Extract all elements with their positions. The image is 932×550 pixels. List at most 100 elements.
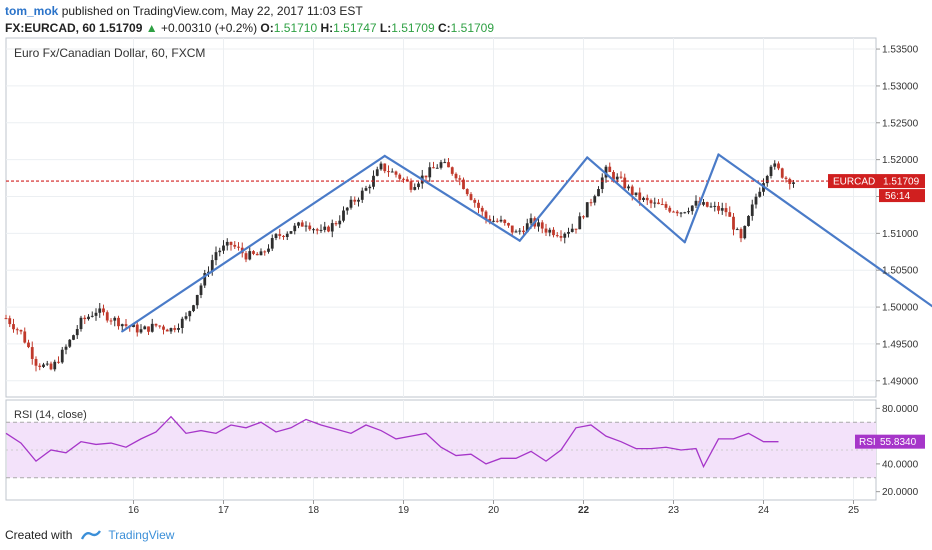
price-tick-label: 1.49500 [882,339,919,350]
price-badge-bg [828,174,925,189]
candle-up [428,167,432,178]
candle-up [435,167,439,169]
candle-up [68,339,72,347]
candle-up [293,225,297,232]
candle-down [544,228,548,233]
candle-down [473,199,477,203]
candle-down [780,168,784,178]
created-with-label: Created with [5,528,73,542]
candle-down [233,244,237,247]
candle-down [252,251,255,254]
candle-down [34,358,38,366]
candle-up [319,229,323,231]
time-axis[interactable]: 16171819202223242526 [128,500,932,516]
pattern-lines[interactable] [121,153,932,333]
time-tick-label: 19 [398,505,410,516]
high-value: 1.51747 [333,21,377,35]
tradingview-brand[interactable]: TradingView [108,528,175,542]
candle-up [42,364,45,367]
candle-up [585,202,589,218]
candle-up [143,326,147,330]
candle-down [728,212,732,217]
candle-down [229,241,233,245]
candle-up [679,212,683,214]
candle-up [184,316,188,319]
time-tick-label: 23 [668,505,680,516]
price-tick-label: 1.50000 [882,303,919,314]
candle-up [360,190,364,200]
candle-down [124,324,128,326]
chart-area[interactable]: Euro Fx/Canadian Dollar, 60, FXCM RSI (1… [0,0,932,520]
candle-down [402,178,405,180]
candle-down [165,329,169,332]
candle-up [600,177,604,190]
candle-down [38,365,42,367]
candle-up [98,308,102,313]
candle-up [548,229,552,233]
candle-up [323,226,327,230]
candle-up [222,245,225,251]
candle-down [432,167,435,169]
candle-up [297,222,300,226]
candle-down [19,329,23,332]
price-axis[interactable]: 1.535001.530001.525001.520001.515001.510… [876,45,919,388]
price-pane-frame [5,37,877,398]
candle-down [612,171,615,180]
candle-up [338,220,342,225]
rsi-badge-bg [855,434,925,449]
candle-down [522,230,525,233]
candle-down [480,207,484,212]
candle-up [375,169,379,176]
publish-line: tom_mok published on TradingView.com, Ma… [5,3,494,20]
candle-down [657,202,660,205]
price-tick-label: 1.49000 [882,376,919,387]
candle-up [597,189,600,197]
candle-down [405,179,409,182]
price-tick-label: 1.52000 [882,155,919,166]
candle-up [210,260,214,272]
footer: Created with TradingView [5,520,925,550]
candle-up [417,183,420,188]
candle-up [180,318,184,329]
pattern-line [586,156,686,244]
candle-down [387,171,390,173]
candle-down [27,342,30,348]
candle-down [308,225,312,230]
candle-down [705,202,709,207]
price-tick-label: 1.51000 [882,229,919,240]
candle-down [540,222,544,229]
up-arrow-icon: ▲ [145,21,158,35]
candle-up [113,317,117,321]
candle-up [259,251,263,256]
candle-down [675,211,679,214]
candle-up [218,250,222,253]
candle-down [739,229,743,239]
candle-down [668,207,672,212]
candle-up [274,234,278,239]
candle-up [203,273,207,286]
candle-up [758,191,762,197]
pattern-line [383,154,521,242]
candle-down [638,192,642,200]
candle-down [154,323,158,326]
candle-up [743,225,747,239]
candle-up [349,199,353,208]
candle-down [450,167,454,174]
pattern-line [121,154,386,333]
close-value: 1.51709 [450,21,495,35]
candle-down [608,166,612,172]
candle-up [312,229,315,231]
candle-up [379,163,383,170]
candle-down [458,178,462,180]
author-link[interactable]: tom_mok [5,4,59,18]
candle-up [90,315,94,317]
candle-down [488,218,492,222]
candle-down [237,246,240,248]
candle-up [390,171,394,173]
time-tick-label: 24 [758,505,770,516]
candle-up [747,215,750,226]
time-tick-label: 17 [218,505,230,516]
candle-up [642,197,645,200]
candle-down [447,162,450,168]
candle-down [784,177,788,179]
